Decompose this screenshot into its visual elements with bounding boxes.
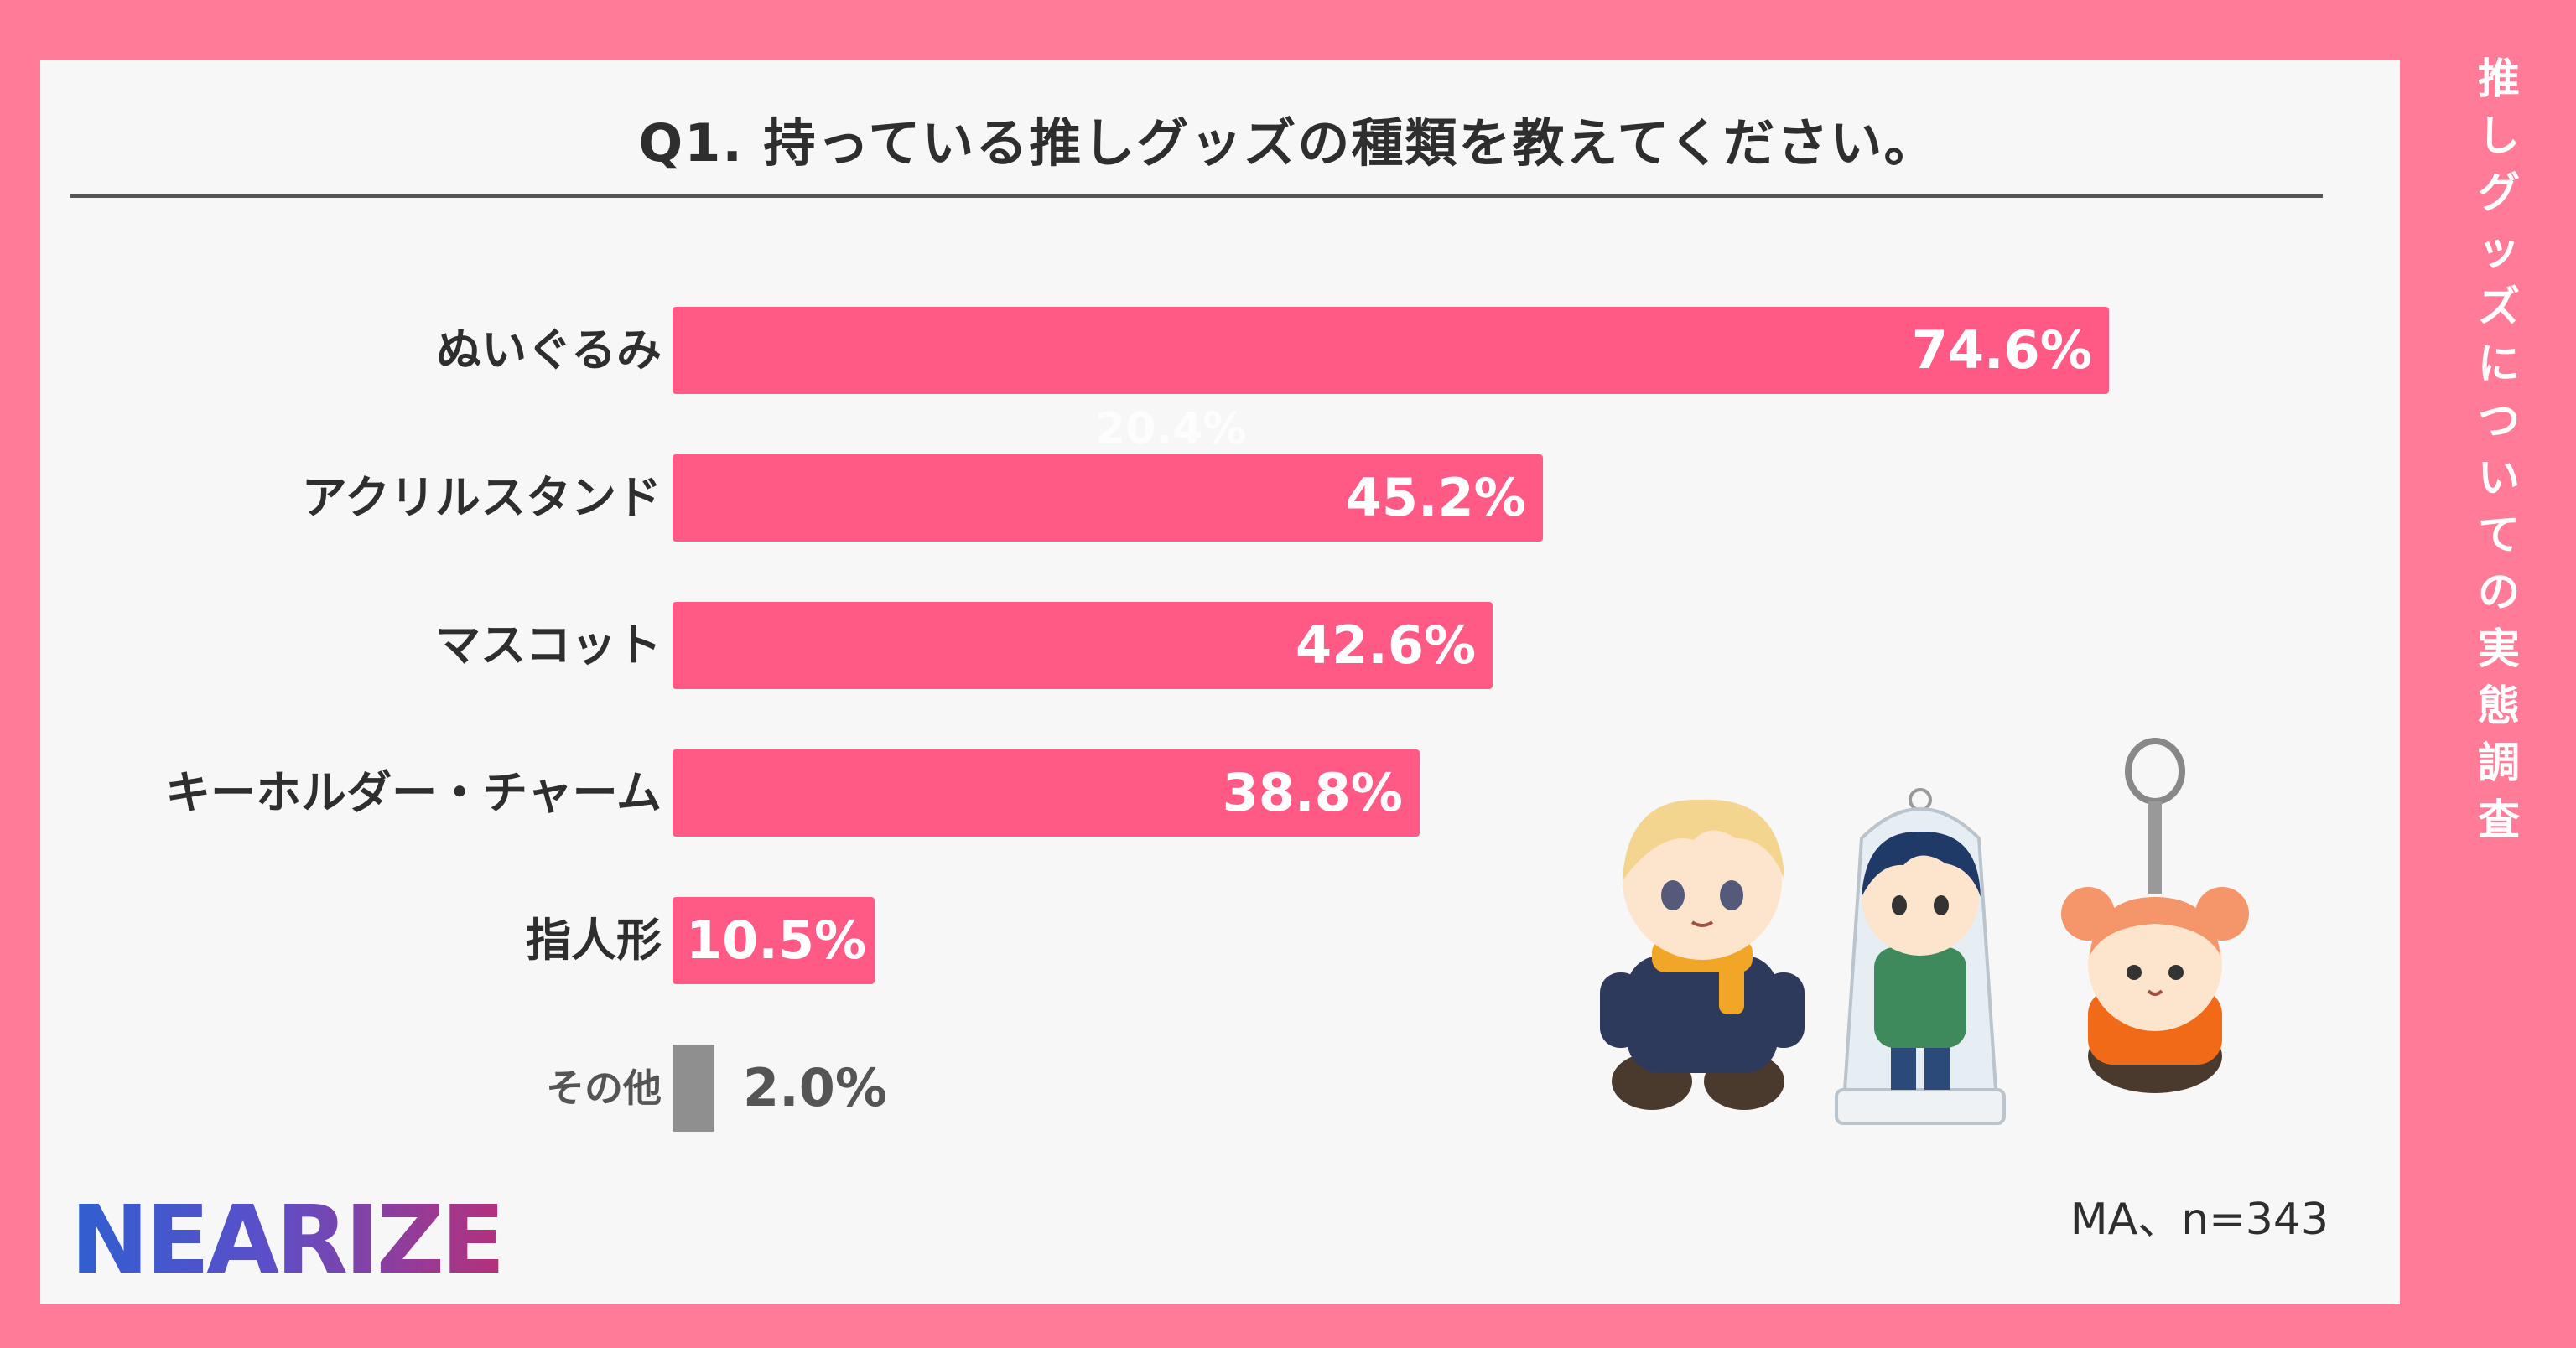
bar (673, 307, 2109, 394)
side-title: 推しグッズについての実態調査 (2478, 54, 2520, 844)
keychain-mascot-illustration (2061, 738, 2249, 1093)
bar-value-label: 38.8% (1222, 762, 1403, 823)
ghost-value-label: 20.4% (1095, 404, 1247, 454)
plush-doll-illustration (1600, 799, 1805, 1110)
category-label: アクリルスタンド (301, 471, 662, 524)
bar (673, 1045, 714, 1132)
category-label: ぬいぐるみ (436, 324, 662, 376)
category-label: キーホルダー・チャーム (165, 766, 662, 819)
sample-size-note: MA、n=343 (2070, 1195, 2329, 1245)
bar-value-label: 74.6% (1911, 319, 2092, 381)
category-label: その他 (546, 1065, 662, 1111)
acrylic-stand-illustration (1835, 788, 2006, 1125)
bar (673, 454, 1543, 542)
bar-value-label: 2.0% (743, 1057, 887, 1118)
category-label: マスコット (435, 619, 662, 671)
bar (673, 897, 875, 984)
category-label: 指人形 (526, 914, 662, 967)
bar-value-label: 42.6% (1296, 614, 1477, 676)
nearize-logo: NEARIZE (70, 1186, 506, 1295)
bar (673, 602, 1493, 689)
bar-value-label: 10.5% (686, 910, 867, 971)
chart-title: Q1. 持っている推しグッズの種類を教えてください。 (638, 112, 1938, 174)
title-divider (70, 194, 2323, 198)
bar-value-label: 45.2% (1345, 467, 1526, 528)
bar (673, 749, 1420, 837)
